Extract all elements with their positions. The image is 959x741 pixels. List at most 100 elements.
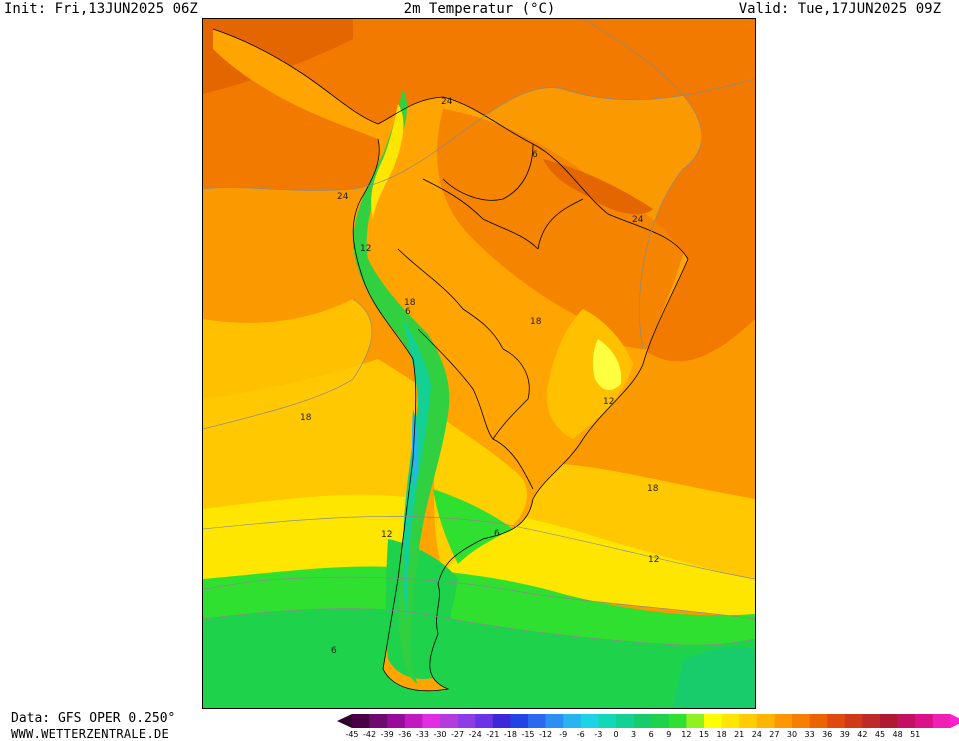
region-highlands-cool (592, 339, 622, 391)
region-south-brazil (546, 309, 633, 439)
colorbar-tick-label: 36 (822, 730, 833, 739)
colorbar-swatch (387, 714, 406, 728)
colorbar-swatch (774, 714, 793, 728)
colorbar-tick-label: 48 (892, 730, 903, 739)
map-title: 2m Temperatur (°C) (403, 1, 556, 17)
contour-label: 12 (360, 244, 372, 254)
colorbar-swatch (897, 714, 916, 728)
colorbar-swatch (422, 714, 441, 728)
contour-label: 12 (381, 530, 393, 540)
contour-label: 12 (648, 555, 660, 565)
band-hot-caribbean (203, 19, 353, 94)
colorbar-swatch (545, 714, 564, 728)
colorbar-swatch (633, 714, 652, 728)
band-12 (203, 494, 755, 619)
colorbar-tick-label: -30 (433, 730, 447, 739)
colorbar-swatch (404, 714, 423, 728)
band-6 (203, 608, 755, 708)
colorbar-tick-label: 39 (839, 730, 850, 739)
colorbar-arrow-right (950, 714, 959, 728)
region-amazon-warm (437, 109, 683, 349)
colorbar-tick-label: -45 (345, 730, 359, 739)
region-patagonia-north (433, 489, 513, 564)
colorbar-swatch (369, 714, 388, 728)
colorbar-swatch (809, 714, 828, 728)
map-canvas (203, 19, 755, 708)
colorbar-tick-label: 33 (804, 730, 815, 739)
colorbar-swatch (616, 714, 634, 728)
contour-label: 12 (603, 397, 615, 407)
colorbar-tick-label: 18 (716, 730, 727, 739)
colorbar-swatch (704, 714, 722, 728)
colorbar-swatch (844, 714, 863, 728)
contour-label: 18 (404, 298, 416, 308)
colorbar-tick-label: -36 (398, 730, 412, 739)
colorbar-swatch (563, 714, 582, 728)
colorbar-tick-label: -18 (503, 730, 517, 739)
colorbar-swatch (792, 714, 810, 728)
contour-label: 6 (331, 646, 337, 656)
colorbar-tick-label: 51 (910, 730, 921, 739)
band-3 (673, 647, 755, 708)
colorbar-swatch (475, 714, 494, 728)
colorbar-tick-label: -15 (521, 730, 535, 739)
colorbar-swatch (651, 714, 670, 728)
colorbar-swatch (827, 714, 846, 728)
colorbar-swatch (739, 714, 758, 728)
colorbar-tick-label: 9 (666, 730, 672, 739)
colorbar-swatch (510, 714, 529, 728)
colorbar-tick-label: -42 (363, 730, 377, 739)
contour-label: 18 (300, 413, 312, 423)
region-northeast-hot (543, 159, 653, 215)
colorbar-tick-label: 3 (631, 730, 637, 739)
init-time: Init: Fri,13JUN2025 06Z (4, 1, 198, 17)
colorbar-swatch (880, 714, 898, 728)
colorbar-tick-label: -27 (451, 730, 465, 739)
colorbar-tick-label: 21 (734, 730, 745, 739)
colorbar-tick-label: -21 (486, 730, 500, 739)
colorbar-tick-label: 42 (857, 730, 868, 739)
colorbar-swatch (440, 714, 458, 728)
colorbar-tick-label: -9 (559, 730, 568, 739)
colorbar-tick-label: 6 (648, 730, 654, 739)
band-tropical-north (203, 19, 755, 191)
colorbar-tick-label: 15 (698, 730, 710, 739)
country-borders (212, 28, 689, 692)
colorbar-swatches (337, 714, 959, 728)
contour-label: 24 (337, 192, 349, 202)
contour-label: 6 (532, 150, 538, 160)
colorbar-swatch (528, 714, 546, 728)
colorbar-tick-label: 30 (786, 730, 798, 739)
colorbar-swatch (580, 714, 599, 728)
colorbar-swatch (721, 714, 740, 728)
andes-north-cool (371, 104, 404, 219)
valid-time: Valid: Tue,17JUN2025 09Z (738, 1, 941, 17)
colorbar-swatch (457, 714, 476, 728)
colorbar-tick-label: -6 (576, 730, 585, 739)
colorbar-swatch (598, 714, 617, 728)
contour-label: 6 (494, 529, 500, 539)
contour-label: 18 (530, 317, 542, 327)
colorbar-swatch (492, 714, 511, 728)
colorbar-swatch (915, 714, 934, 728)
temperature-colorbar: -45 -42 -3 9 -36 -33 -30 -27 -24 -21 -18 -15 -12 -9 -6… (335, 712, 959, 741)
colorbar-tick-label: -33 (415, 730, 429, 739)
colorbar-tick-label: 0 (613, 730, 619, 739)
colorbar-arrow-left (337, 714, 352, 728)
colorbar-tick-label: 27 (769, 730, 780, 739)
contour-lines (203, 19, 755, 646)
colorbar-swatch (756, 714, 775, 728)
colorbar-swatch (668, 714, 687, 728)
contour-label: 24 (441, 97, 453, 107)
colorbar-tick-label: 45 (874, 730, 886, 739)
colorbar-swatch (686, 714, 705, 728)
colorbar-swatch (932, 714, 951, 728)
colorbar-tick-label: -24 (468, 730, 482, 739)
colorbar-tick-label: -12 (539, 730, 553, 739)
temperature-map (202, 18, 756, 709)
contour-label: 24 (632, 215, 644, 225)
website-label: WWW.WETTERZENTRALE.DE (11, 727, 170, 741)
colorbar-tick-label: 24 (751, 730, 762, 739)
colorbar-tick-label: -3 (594, 730, 603, 739)
colorbar-swatch (862, 714, 881, 728)
